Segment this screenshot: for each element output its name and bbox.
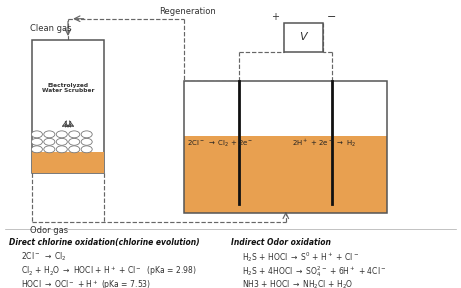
Bar (184, 136, 387, 213)
Text: H$_2$S + 4HOCl $\rightarrow$ SO$_4^{2-}$ + 6H$^+$ + 4Cl$^-$: H$_2$S + 4HOCl $\rightarrow$ SO$_4^{2-}$… (242, 264, 386, 279)
Text: 2Cl$^-$ $\rightarrow$ Cl$_2$: 2Cl$^-$ $\rightarrow$ Cl$_2$ (21, 251, 66, 263)
Circle shape (44, 146, 55, 153)
Text: +: + (271, 12, 279, 22)
Bar (32, 151, 104, 173)
Circle shape (56, 138, 67, 145)
Text: V: V (299, 33, 307, 42)
Bar (32, 40, 104, 173)
Circle shape (31, 131, 42, 138)
Bar (284, 23, 323, 52)
Circle shape (56, 146, 67, 153)
Text: Direct chlorine oxidation(chlorine evolution): Direct chlorine oxidation(chlorine evolu… (9, 238, 200, 247)
Text: HOCl $\rightarrow$ OCl$^-$ + H$^+$ (pKa = 7.53): HOCl $\rightarrow$ OCl$^-$ + H$^+$ (pKa … (21, 278, 151, 288)
Circle shape (81, 131, 92, 138)
Text: −: − (327, 12, 337, 22)
Text: Clean gas: Clean gas (30, 24, 71, 33)
Text: 2H$^+$ + 2e$^-$ $\rightarrow$ H$_2$: 2H$^+$ + 2e$^-$ $\rightarrow$ H$_2$ (292, 138, 356, 149)
Text: Odor gas: Odor gas (30, 226, 68, 235)
Bar (184, 81, 387, 213)
Circle shape (56, 131, 67, 138)
Circle shape (31, 138, 42, 145)
Text: NH3 + HOCl $\rightarrow$ NH$_2$Cl + H$_2$O: NH3 + HOCl $\rightarrow$ NH$_2$Cl + H$_2… (242, 278, 353, 288)
Circle shape (81, 146, 92, 153)
Circle shape (44, 131, 55, 138)
Text: Cl$_2$ + H$_2$O $\rightarrow$ HOCl + H$^+$ + Cl$^-$  (pKa = 2.98): Cl$_2$ + H$_2$O $\rightarrow$ HOCl + H$^… (21, 264, 196, 278)
Circle shape (69, 146, 80, 153)
Text: Regeneration: Regeneration (159, 7, 216, 16)
Circle shape (81, 138, 92, 145)
Circle shape (44, 138, 55, 145)
Text: H$_2$S + HOCl $\rightarrow$ S$^0$ + H$^+$ + Cl$^-$: H$_2$S + HOCl $\rightarrow$ S$^0$ + H$^+… (242, 251, 359, 264)
Circle shape (69, 138, 80, 145)
Bar (184, 81, 387, 136)
Circle shape (31, 146, 42, 153)
Text: Electrolyzed
Water Scrubber: Electrolyzed Water Scrubber (42, 83, 94, 93)
Circle shape (69, 131, 80, 138)
Text: 2Cl$^-$ $\rightarrow$ Cl$_2$ + 2e$^-$: 2Cl$^-$ $\rightarrow$ Cl$_2$ + 2e$^-$ (187, 138, 253, 149)
Text: Indirect Odor oxidation: Indirect Odor oxidation (230, 238, 331, 247)
